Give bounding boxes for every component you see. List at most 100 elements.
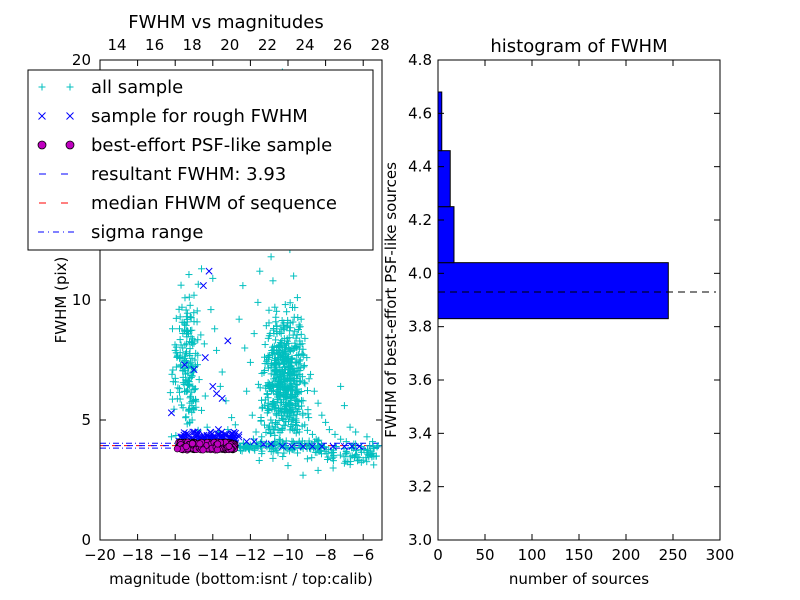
- all-sample-point: [193, 361, 201, 369]
- all-sample-point: [167, 433, 175, 441]
- all-sample-point: [365, 453, 373, 461]
- all-sample-point: [298, 373, 306, 381]
- all-sample-point: [188, 354, 196, 362]
- all-sample-point: [238, 447, 246, 455]
- all-sample-point: [278, 368, 286, 376]
- legend-box: [27, 69, 374, 251]
- all-sample-point: [273, 307, 281, 315]
- histogram-y-tick-label: 4.6: [408, 104, 432, 122]
- all-sample-point: [283, 340, 291, 348]
- all-sample-point: [256, 267, 264, 275]
- all-sample-point: [270, 330, 278, 338]
- all-sample-point: [288, 421, 296, 429]
- all-sample-point: [286, 358, 294, 366]
- all-sample-point: [254, 298, 262, 306]
- all-sample-point: [293, 352, 301, 360]
- all-sample-point: [372, 452, 380, 460]
- all-sample-point: [209, 274, 217, 282]
- all-sample-point: [252, 428, 260, 436]
- all-sample-point: [286, 381, 294, 389]
- legend-entry: sample for rough FWHM: [38, 106, 308, 127]
- all-sample-point: [186, 399, 194, 407]
- rough-fwhm-point: [222, 430, 230, 438]
- all-sample-point: [301, 334, 309, 342]
- scatter-x-tick-label: −16: [159, 546, 191, 564]
- histogram-x-tick-label: 300: [706, 546, 735, 564]
- all-sample-point: [300, 378, 308, 386]
- all-sample-point: [291, 368, 299, 376]
- rough-fwhm-point: [250, 438, 258, 446]
- scatter-top-tick-label: 26: [333, 36, 352, 54]
- all-sample-point: [267, 253, 275, 261]
- all-sample-point: [187, 373, 195, 381]
- all-sample-point: [295, 428, 303, 436]
- all-sample-point: [243, 387, 251, 395]
- all-sample-point: [177, 341, 185, 349]
- all-sample-point: [176, 353, 184, 361]
- all-sample-point: [190, 386, 198, 394]
- all-sample-point: [180, 365, 188, 373]
- all-sample-point: [264, 390, 272, 398]
- all-sample-point: [264, 355, 272, 363]
- all-sample-point: [299, 411, 307, 419]
- scatter-x-tick-label: −20: [84, 546, 116, 564]
- rough-fwhm-point: [207, 431, 215, 439]
- all-sample-point: [190, 406, 198, 414]
- histogram-panel: 0 50 100 150 200 250 300 3.0 3.2 3.4 3.6 3.8 4.0 4.2 4…: [382, 36, 734, 588]
- all-sample-point: [282, 417, 290, 425]
- all-sample-point: [273, 399, 281, 407]
- all-sample-point: [211, 325, 219, 333]
- all-sample-point: [172, 314, 180, 322]
- all-sample-point: [301, 421, 309, 429]
- all-sample-point: [304, 410, 312, 418]
- all-sample-point: [177, 281, 185, 289]
- histogram-y-tick-label: 3.0: [408, 531, 432, 549]
- all-sample-point: [290, 427, 298, 435]
- all-sample-point: [264, 364, 272, 372]
- all-sample-point: [183, 333, 191, 341]
- psf-like-point: [188, 440, 196, 448]
- all-sample-point: [292, 334, 300, 342]
- histogram-y-tick-label: 4.8: [408, 51, 432, 69]
- rough-fwhm-point: [190, 432, 198, 440]
- all-sample-point: [277, 373, 285, 381]
- all-sample-point: [278, 426, 286, 434]
- histogram-x-label: number of sources: [509, 570, 649, 588]
- all-sample-point: [183, 327, 191, 335]
- histogram-y-tick-label: 3.6: [408, 371, 432, 389]
- all-sample-point: [190, 397, 198, 405]
- all-sample-point: [258, 437, 266, 445]
- legend-label: best-effort PSF-like sample: [91, 135, 332, 156]
- all-sample-point: [290, 272, 298, 280]
- all-sample-point: [185, 407, 193, 415]
- all-sample-point: [266, 380, 274, 388]
- all-sample-point: [370, 444, 378, 452]
- all-sample-point: [337, 435, 345, 443]
- histogram-y-tick-label: 4.4: [408, 158, 432, 176]
- all-sample-point: [270, 375, 278, 383]
- all-sample-point: [314, 399, 322, 407]
- all-sample-point: [269, 277, 277, 285]
- all-sample-point: [254, 380, 262, 388]
- all-sample-point: [186, 419, 194, 427]
- scatter-x-tick-label: −18: [122, 546, 154, 564]
- rough-fwhm-point: [229, 430, 237, 438]
- all-sample-point: [287, 385, 295, 393]
- all-sample-point: [272, 318, 280, 326]
- all-sample-point: [189, 335, 197, 343]
- all-sample-point: [294, 314, 302, 322]
- histogram-bar: [437, 150, 451, 208]
- scatter-top-tick-label: 20: [220, 36, 239, 54]
- all-sample-point: [289, 376, 297, 384]
- all-sample-point: [281, 392, 289, 400]
- all-sample-point: [363, 458, 371, 466]
- all-sample-point: [172, 432, 180, 440]
- scatter-x-tick-label: −6: [352, 546, 374, 564]
- all-sample-point: [248, 411, 256, 419]
- legend-entry: median FHWM of sequence: [38, 193, 337, 214]
- rough-fwhm-point: [209, 382, 217, 390]
- all-sample-point: [184, 386, 192, 394]
- all-sample-point: [270, 346, 278, 354]
- histogram-title: histogram of FWHM: [490, 36, 667, 57]
- all-sample-point: [292, 417, 300, 425]
